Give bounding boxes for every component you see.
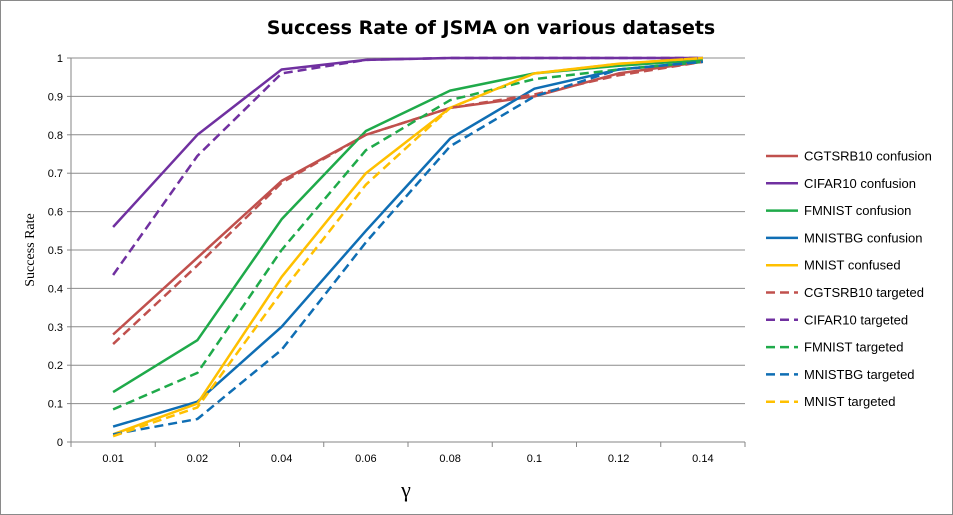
series-line-1 bbox=[112, 56, 703, 228]
x-tick-label: 0.14 bbox=[692, 453, 713, 465]
y-tick-label: 0.5 bbox=[48, 245, 63, 257]
series-line-2 bbox=[112, 58, 703, 394]
grid-lines bbox=[70, 57, 745, 443]
legend-entry: CGTSRB10 confusion bbox=[804, 149, 932, 164]
series-line-4 bbox=[112, 56, 703, 436]
chart-title: Success Rate of JSMA on various datasets bbox=[267, 17, 716, 39]
y-axis-ticks: 0 0.1 0.2 0.3 0.4 0.5 0.6 0.7 0.8 0.9 1 bbox=[48, 53, 71, 449]
legend-entry: MNIST targeted bbox=[804, 394, 896, 409]
x-tick-label: 0.06 bbox=[355, 453, 376, 465]
legend-entry: FMNIST targeted bbox=[804, 340, 903, 355]
x-tick-label: 0.1 bbox=[527, 453, 542, 465]
series-line-3 bbox=[112, 60, 704, 428]
y-tick-label: 0.8 bbox=[48, 130, 63, 142]
y-tick-label: 0.2 bbox=[48, 360, 63, 372]
series-line-9 bbox=[112, 56, 703, 438]
series-line-5 bbox=[112, 60, 704, 346]
x-tick-label: 0.04 bbox=[271, 453, 292, 465]
y-axis-label: Success Rate bbox=[23, 213, 38, 286]
y-tick-label: 1 bbox=[57, 53, 63, 65]
x-tick-label: 0.02 bbox=[187, 453, 208, 465]
series-line-8 bbox=[112, 60, 704, 436]
legend-entry: CIFAR10 targeted bbox=[804, 312, 908, 327]
legend-entry: MNISTBG targeted bbox=[804, 367, 915, 382]
series-line-7 bbox=[112, 60, 704, 411]
x-tick-label: 0.12 bbox=[608, 453, 629, 465]
legend-entry: FMNIST confusion bbox=[804, 203, 911, 218]
y-tick-label: 0.9 bbox=[48, 91, 63, 103]
y-tick-label: 0.1 bbox=[48, 399, 63, 411]
series-lines bbox=[112, 56, 704, 438]
legend-entry: MNISTBG confusion bbox=[804, 230, 923, 245]
y-tick-label: 0.6 bbox=[48, 207, 63, 219]
y-tick-label: 0.7 bbox=[48, 168, 63, 180]
y-tick-label: 0.3 bbox=[48, 322, 63, 334]
x-tick-label: 0.08 bbox=[439, 453, 460, 465]
y-tick-label: 0 bbox=[57, 437, 63, 449]
legend-entry: CGTSRB10 targeted bbox=[804, 285, 924, 300]
series-line-0 bbox=[112, 60, 704, 336]
x-axis-ticks: 0.01 0.02 0.04 0.06 0.08 0.1 0.12 0.14 bbox=[70, 442, 746, 465]
y-tick-label: 0.4 bbox=[48, 283, 63, 295]
legend: CGTSRB10 confusion CIFAR10 confusion FMNIS… bbox=[766, 149, 932, 409]
x-axis-label: γ bbox=[400, 477, 411, 502]
legend-entry: MNIST confused bbox=[804, 258, 901, 273]
series-line-6 bbox=[112, 56, 703, 276]
x-tick-label: 0.01 bbox=[102, 453, 123, 465]
legend-entry: CIFAR10 confusion bbox=[804, 176, 916, 191]
